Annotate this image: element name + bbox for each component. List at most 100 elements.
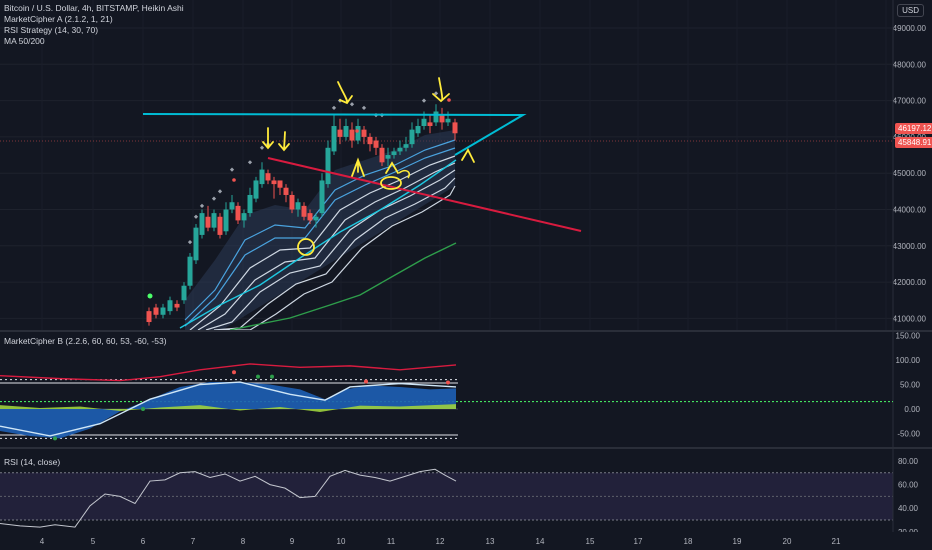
annotation-arrow	[262, 127, 274, 150]
price-chart-pane[interactable]: 49000.0048000.0047000.0046000.0045000.00…	[0, 0, 932, 330]
mcb-red-line	[0, 363, 457, 382]
candle-body	[223, 209, 229, 232]
candle-body	[160, 307, 166, 315]
candle-body	[167, 300, 173, 312]
rsi-axis-label: 80.00	[898, 457, 919, 466]
signal-diamond	[217, 189, 223, 194]
signal-diamond	[259, 145, 265, 150]
candle-body	[385, 155, 391, 159]
legend-rsi-strategy[interactable]: RSI Strategy (14, 30, 70)	[4, 25, 99, 35]
signal-diamond	[211, 196, 217, 201]
mcb-signal-dot	[446, 380, 450, 385]
mcb-axis-label: 50.00	[900, 381, 921, 390]
candle-body	[235, 205, 241, 221]
annotation-squiggle	[398, 170, 411, 179]
ribbon-line	[184, 147, 456, 327]
mcb-signal-dot	[270, 374, 274, 379]
candle-body	[153, 307, 159, 315]
time-axis-label: 8	[241, 537, 246, 546]
candle-body	[427, 122, 433, 127]
rsi-pane[interactable]: 80.00 60.00 40.00 20.00 RSI (14, close)	[0, 447, 932, 532]
annotation-circle	[380, 176, 402, 190]
candle-body	[146, 311, 152, 323]
mcb-axis-label: -50.00	[897, 430, 920, 439]
mcb-signal-dot	[141, 407, 145, 411]
signal-diamond	[187, 240, 193, 245]
legend-marketcipher-a[interactable]: MarketCipher A (2.1.2, 1, 21)	[4, 14, 113, 24]
candle-body	[199, 213, 205, 235]
sell-dot	[232, 178, 236, 182]
candle-body	[409, 129, 415, 145]
time-axis-label: 19	[733, 537, 742, 546]
candle-body	[325, 147, 331, 185]
price-axis-label: 47000.00	[893, 97, 927, 106]
mcb-legend[interactable]: MarketCipher B (2.2.6, 60, 60, 53, -60, …	[4, 336, 167, 346]
time-axis-label: 4	[40, 537, 45, 546]
mcb-money-flow	[0, 404, 456, 412]
cyan-triangle-trendline	[142, 113, 527, 156]
rsi-line	[0, 468, 457, 528]
price-axis-label: 49000.00	[893, 24, 927, 33]
candle-body	[301, 205, 307, 217]
price-axis-label: 41000.00	[893, 314, 927, 323]
candle-body	[367, 136, 373, 145]
annotation-arrow	[278, 131, 290, 152]
time-axis-label: 20	[783, 537, 792, 546]
rsi-chart[interactable]: 80.00 60.00 40.00 20.00	[0, 447, 932, 532]
price-axis-label: 42000.00	[893, 278, 927, 287]
price-chart[interactable]: 49000.0048000.0047000.0046000.0045000.00…	[0, 0, 932, 330]
price-axis-label: 48000.00	[893, 60, 927, 69]
ribbon-fill	[185, 130, 455, 330]
sell-dot	[447, 98, 451, 102]
chart-legend: Bitcoin / U.S. Dollar, 4h, BITSTAMP, Hei…	[4, 3, 184, 47]
candle-body	[379, 147, 385, 163]
candle-body	[283, 187, 289, 195]
rsi-legend[interactable]: RSI (14, close)	[4, 457, 61, 467]
signal-diamond	[331, 105, 337, 110]
candle-body	[211, 213, 217, 228]
annotation-arrow	[432, 77, 450, 103]
candle-body	[439, 115, 445, 123]
candle-body	[247, 194, 253, 214]
red-trendline	[267, 157, 582, 232]
rsi-axis-label: 60.00	[898, 481, 919, 490]
candle-body	[403, 144, 409, 148]
price-axis-label: 44000.00	[893, 206, 927, 215]
candle-body	[277, 180, 283, 188]
legend-ma-50-200[interactable]: MA 50/200	[4, 36, 45, 46]
signal-diamond	[361, 105, 367, 110]
candle-body	[253, 180, 259, 199]
time-axis-label: 12	[436, 537, 445, 546]
time-axis-label: 10	[337, 537, 346, 546]
time-axis[interactable]: 4 5 6 7 8 9 10 11 12 13 14 15 17 18 19 20 21	[0, 532, 932, 550]
marketcipher-b-pane[interactable]: 150.00 100.00 50.00 0.00 -50.00 MarketCipher…	[0, 330, 932, 447]
candle-body	[361, 129, 367, 137]
currency-button[interactable]: USD	[897, 4, 924, 17]
price-axis-label: 45000.00	[893, 169, 927, 178]
marketcipher-b-chart[interactable]: 150.00 100.00 50.00 0.00 -50.00	[0, 330, 932, 447]
time-axis-label: 21	[832, 537, 841, 546]
signal-diamond	[199, 203, 205, 208]
candle-body	[241, 213, 247, 221]
time-axis-labels[interactable]: 4 5 6 7 8 9 10 11 12 13 14 15 17 18 19 20 21	[0, 532, 932, 550]
last-price-tag: 46197.12	[895, 123, 932, 134]
candle-body	[307, 213, 313, 221]
signal-diamond	[229, 167, 235, 172]
candle-body	[229, 202, 235, 210]
buy-dot	[147, 293, 153, 299]
candle-body	[397, 147, 403, 152]
candle-body	[415, 126, 421, 134]
ma200-line	[229, 242, 457, 330]
time-axis-label: 18	[684, 537, 693, 546]
candle-body	[445, 118, 451, 123]
ribbon-line	[189, 155, 456, 330]
ma-price-tag: 45848.91	[895, 137, 932, 148]
mcb-signal-dot	[53, 436, 57, 441]
time-axis-label: 13	[486, 537, 495, 546]
pane-separator[interactable]	[0, 447, 932, 449]
candle-body	[265, 173, 271, 181]
candle-body	[452, 122, 458, 134]
candle-body	[343, 126, 349, 137]
time-axis-label: 14	[536, 537, 545, 546]
pane-separator[interactable]	[0, 330, 932, 332]
